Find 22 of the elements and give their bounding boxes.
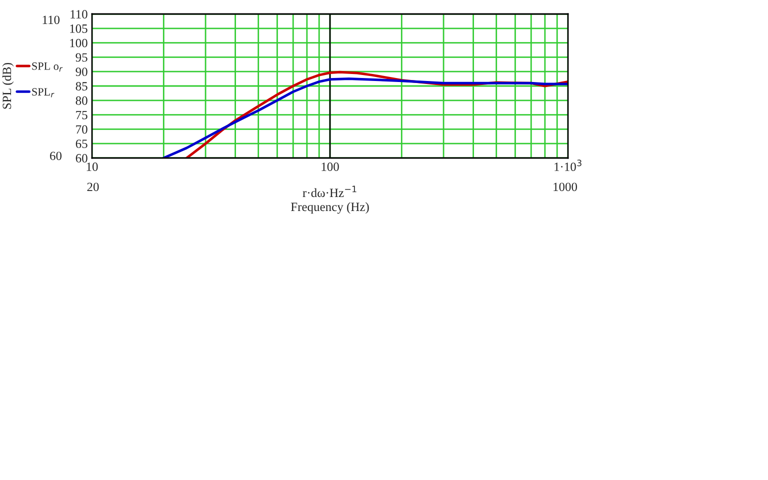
y-tick-label: 100 <box>70 38 88 48</box>
y-tick-label: 70 <box>76 125 88 134</box>
text: 1000 <box>554 182 578 192</box>
legend-label: SPL$_{r}$ <box>32 88 54 98</box>
x-axis-title: r·dω·Hz$^{−1}$ Frequency (Hz) <box>290 186 369 214</box>
text: 110 <box>42 16 60 24</box>
y-tick-label: 80 <box>76 96 88 105</box>
legend-label: SPL o$_{r}$ <box>32 62 63 72</box>
y-axis-title: SPL (dB) <box>2 62 14 109</box>
y-tick-label: 60 <box>76 154 88 162</box>
y-tick-label: 65 <box>76 140 88 148</box>
y-tick-label: 105 <box>70 24 88 33</box>
y-tick-label: 75 <box>76 110 88 120</box>
x-tick-label: 1·10$^{3}$ <box>554 160 582 172</box>
y-tick-label: 85 <box>76 82 88 90</box>
y-tick-label: 95 <box>76 53 88 62</box>
text: 20 <box>87 182 99 192</box>
y-tick-label: 110 <box>70 10 88 18</box>
text: 60 <box>50 152 62 160</box>
x-tick-label: 100 <box>322 162 339 171</box>
y-tick-label: 90 <box>76 68 88 76</box>
x-tick-label: 10 <box>86 162 98 171</box>
